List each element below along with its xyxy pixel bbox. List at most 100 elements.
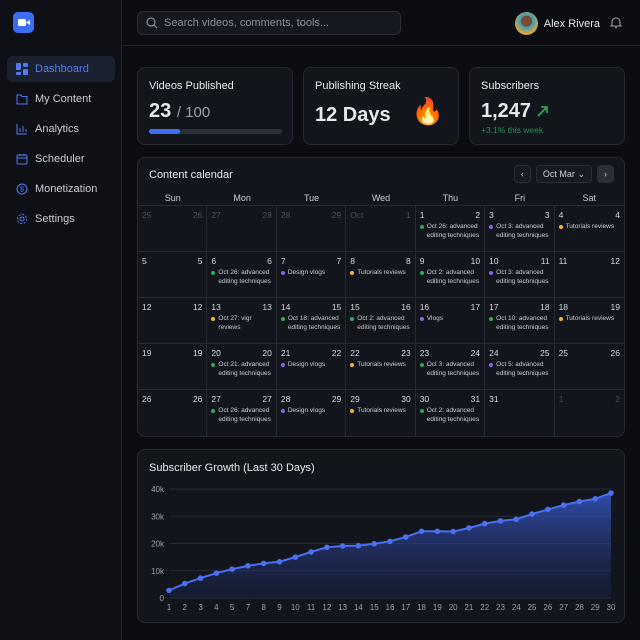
calendar-day-cell[interactable]: 31 [485,390,555,436]
calendar-day-cell[interactable]: 23 24 Oct 3: advanced editing techniques [415,344,486,390]
scheduled-event[interactable]: Oct 3: advanced editing techniques [489,223,551,240]
scheduled-event[interactable]: Design vlogs [280,407,343,416]
event-dot-icon [350,271,355,275]
calendar-day-cell[interactable]: Oct 1 [346,206,416,252]
scheduled-event[interactable]: Tutorials reviews [350,407,412,416]
scheduled-event[interactable]: Oct 18: advanced editing techniques [280,315,343,332]
scheduled-event[interactable]: Oct 5: advanced editing techniques [489,361,551,378]
calendar-day-cell[interactable]: 6 6 Oct 26: advanced editing techniques [207,252,277,298]
day-label: 12 [142,302,152,312]
scheduled-event[interactable]: Oct 26: advanced editing techniques [211,407,273,424]
calendar-day-cell[interactable]: 28 29 Design vlogs [277,390,347,436]
event-title: Oct 3: advanced editing techniques [426,361,480,377]
scheduled-event[interactable]: Oct 3: advanced editing techniques [489,269,551,286]
calendar-day-cell[interactable]: 10 11 Oct 3: advanced editing techniques [485,252,555,298]
day-label: 6 [211,256,217,266]
scheduled-event[interactable]: Design vlogs [280,361,343,370]
sidebar-item-analytics[interactable]: Analytics [7,116,115,142]
event-dot-icon [280,271,285,275]
scheduled-event[interactable]: Design vlogs [280,269,343,278]
x-tick-label: 12 [322,603,331,612]
calendar-day-cell[interactable]: 22 23 Tutorials reviews [346,344,416,390]
videos-published-card: Videos Published 23 / 100 [137,67,293,145]
calendar-day-cell[interactable]: 4 4 Tutorials reviews [554,206,624,252]
event-title: Design vlogs [287,407,326,414]
calendar-day-cell[interactable]: 7 7 Design vlogs [276,252,347,298]
calendar-day-cell[interactable]: 26 26 [138,390,208,436]
calendar-day-cell[interactable]: 3 3 Oct 3: advanced editing techniques [485,206,555,252]
calendar-day-cell[interactable]: 8 8 Tutorials reviews [346,252,416,298]
avatar[interactable] [514,12,538,35]
scheduled-event[interactable]: Oct 26: advanced editing techniques [211,269,273,286]
prev-month-button[interactable]: ‹ [513,165,531,183]
sidebar-item-monetization[interactable]: $ Monetization [7,176,115,202]
x-tick-label: 16 [386,603,395,612]
day-number: 11 [540,256,550,266]
scheduled-event[interactable]: Tutorials reviews [350,361,412,370]
bar-chart-icon [16,124,27,135]
calendar-day-cell[interactable]: 21 22 Design vlogs [276,344,347,390]
bell-icon[interactable] [610,16,622,29]
calendar-day-cell[interactable]: 19 19 [138,344,208,390]
calendar-day-cell[interactable]: 28 29 [276,206,347,252]
scheduled-event[interactable]: Tutorials reviews [558,315,622,324]
day-number: 2 [475,210,481,220]
calendar-day-cell[interactable]: 30 31 Oct 2: advanced editing techniques [416,390,486,436]
video-camera-logo-icon[interactable] [13,12,34,33]
scheduled-event[interactable]: Oct 26: advanced editing techniques [419,223,482,240]
scheduled-event[interactable]: Vlogs [419,315,482,324]
streak-value: 12 Days [315,104,391,126]
scheduled-event[interactable]: Oct 27: vigr reviews [211,315,273,332]
data-point [387,538,393,545]
day-number: 12 [192,302,203,312]
scheduled-event[interactable]: Oct 3: advanced editing techniques [419,361,482,378]
day-label: 21 [280,348,291,358]
day-label: Oct [350,210,364,220]
sidebar-item-settings[interactable]: Settings [7,206,115,232]
calendar-day-cell[interactable]: 27 27 Oct 26: advanced editing techniques [207,390,277,436]
calendar-day-cell[interactable]: 24 25 Oct 5: advanced editing techniques [485,344,555,390]
calendar-day-cell[interactable]: 25 26 [138,206,208,252]
sidebar-item-scheduler[interactable]: Scheduler [7,146,115,172]
calendar-day-cell[interactable]: 25 26 [554,344,624,390]
calendar-day-cell[interactable]: 9 10 Oct 2: advanced editing techniques [415,252,486,298]
calendar-day-cell[interactable]: 18 19 Tutorials reviews [554,298,624,344]
calendar-day-cell[interactable]: 29 30 Tutorials reviews [346,390,416,436]
user-menu[interactable]: Alex Rivera [514,12,600,35]
scheduled-event[interactable]: Oct 2: advanced editing techniques [350,315,412,332]
sidebar-item-dashboard[interactable]: Dashboard [7,56,115,82]
scheduled-event[interactable]: Oct 2: advanced editing techniques [419,407,482,424]
calendar-day-cell[interactable]: 14 15 Oct 18: advanced editing techniques [276,298,347,344]
calendar-day-cell[interactable]: 20 20 Oct 21: advanced editing techniques [207,344,277,390]
scheduled-event[interactable]: Oct 2: advanced editing techniques [419,269,482,286]
calendar-day-cell[interactable]: 27 28 [207,206,277,252]
calendar-grid: 25 26 27 28 28 29 Oct 1 1 2 Oct 26: advanced editi… [138,205,624,436]
event-dot-icon [419,225,424,229]
day-number: 22 [331,348,342,358]
scheduled-event[interactable]: Oct 21: advanced editing techniques [211,361,273,378]
calendar-day-cell[interactable]: 11 12 [554,252,624,298]
data-point [166,587,172,594]
calendar-day-cell[interactable]: 1 2 Oct 26: advanced editing techniques [415,206,486,252]
scheduled-event[interactable]: Oct 10: advanced editing techniques [489,315,551,332]
calendar-day-cell[interactable]: 15 16 Oct 2: advanced editing techniques [346,298,416,344]
calendar-day-cell[interactable]: 16 17 Vlogs [415,298,486,344]
calendar-day-cell[interactable]: 17 18 Oct 10: advanced editing techniques [485,298,555,344]
next-month-button[interactable]: › [597,165,614,183]
scheduled-event[interactable]: Tutorials reviews [350,269,412,278]
calendar-day-cell[interactable]: 12 12 [138,298,208,344]
scheduled-event[interactable]: Tutorials reviews [558,223,622,232]
event-title: Tutorials reviews [565,223,615,230]
range-select[interactable]: Oct Mar ⌄ [535,165,592,183]
day-number: 13 [262,302,272,312]
day-label: 14 [280,302,291,312]
arrow-up-right-icon [537,106,548,117]
data-point [560,502,567,508]
event-title: Tutorials reviews [565,315,615,322]
sidebar-item-my-content[interactable]: My Content [7,86,115,112]
calendar-day-cell[interactable]: 13 13 Oct 27: vigr reviews [207,298,277,344]
search-input[interactable]: Search videos, comments, tools... [137,11,401,35]
videos-total: / 100 [176,104,211,121]
